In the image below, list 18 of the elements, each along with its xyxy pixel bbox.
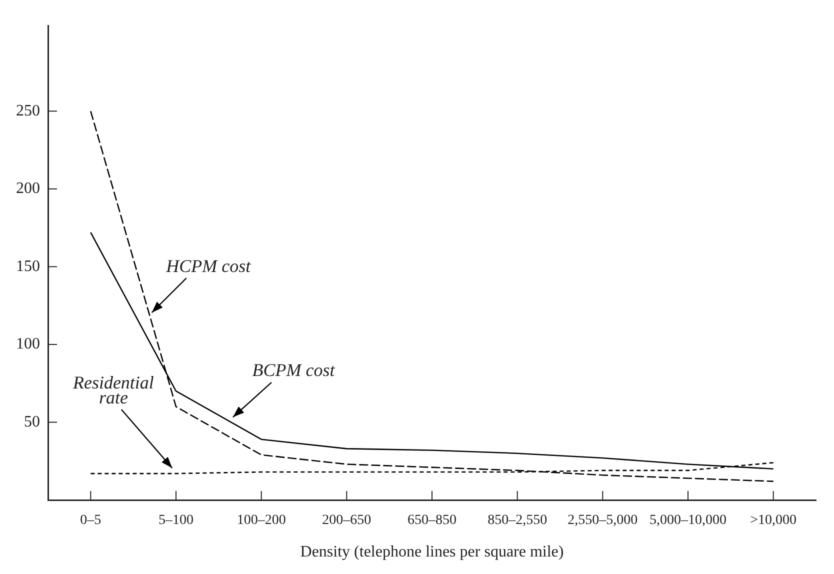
x-tick-label: 850–2,550 (488, 513, 548, 528)
x-tick-label: 200–650 (322, 513, 372, 528)
x-tick-label: 100–200 (236, 513, 286, 528)
x-tick-label: 5,000–10,000 (650, 513, 726, 528)
y-tick-label: 200 (16, 180, 40, 198)
x-tick-label: >10,000 (750, 513, 797, 528)
x-tick-label: 2,550–5,000 (568, 513, 638, 528)
y-tick-label: 100 (16, 336, 40, 353)
y-tick-label: 150 (16, 258, 40, 275)
text: BCPM cost (252, 360, 336, 380)
y-tick-label: 250 (16, 102, 40, 120)
x-tick-label: 5–100 (158, 513, 194, 528)
y-tick-label: 50 (24, 413, 40, 430)
series-label: HCPM cost (165, 256, 252, 276)
text: Residential rate (72, 372, 154, 408)
x-tick-label: 650–850 (408, 513, 456, 528)
x-tick-label: 0–5 (80, 513, 102, 528)
x-axis-title: Density (telephone lines per square mile) (300, 544, 564, 561)
